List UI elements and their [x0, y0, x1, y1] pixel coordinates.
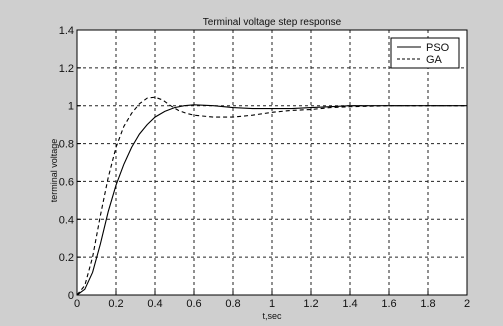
x-tick-label: 1.2: [303, 298, 318, 310]
series-line-ga: [76, 96, 467, 296]
x-tick-label: 0.8: [225, 298, 240, 310]
x-tick-label: 1.8: [420, 298, 435, 310]
y-tick-label: 1: [68, 101, 74, 113]
y-tick-label: 0.6: [59, 176, 74, 188]
y-tick-label: 0.4: [59, 214, 74, 226]
y-axis-label: terminal voltage: [49, 139, 59, 203]
x-tick-label: 1.4: [342, 298, 357, 310]
x-axis-label: t,sec: [262, 311, 282, 321]
plot-area: 0 0.2 0.4 0.6 0.8 1 1.2 1.4 1.6 1.8 2 0 0.2 0.4 0.6 0.8…: [59, 25, 470, 310]
y-tick-label: 1.4: [59, 25, 74, 37]
y-tick-label: 0.2: [59, 252, 74, 264]
x-tick-label: 0.4: [147, 298, 162, 310]
x-tick-label: 1: [269, 298, 275, 310]
x-tick-label: 0.2: [108, 298, 123, 310]
axis-ticks: 0 0.2 0.4 0.6 0.8 1 1.2 1.4 1.6 1.8 2 0 0.2 0.4 0.6 0.8…: [59, 25, 470, 310]
legend-entry-pso: PSO: [426, 42, 450, 54]
y-tick-label: 0.8: [59, 139, 74, 151]
legend-box: [390, 37, 460, 69]
series-layer: [76, 96, 467, 296]
series-line-pso: [76, 104, 467, 296]
x-tick-label: 1.6: [381, 298, 396, 310]
x-tick-label: 0: [74, 298, 80, 310]
y-tick-label: 0: [68, 290, 74, 302]
chart-title: Terminal voltage step response: [203, 17, 342, 28]
x-tick-label: 2: [464, 298, 470, 310]
y-tick-label: 1.2: [59, 63, 74, 75]
legend-entry-ga: GA: [426, 54, 443, 66]
x-tick-label: 0.6: [186, 298, 201, 310]
legend: PSO GA: [390, 37, 460, 69]
